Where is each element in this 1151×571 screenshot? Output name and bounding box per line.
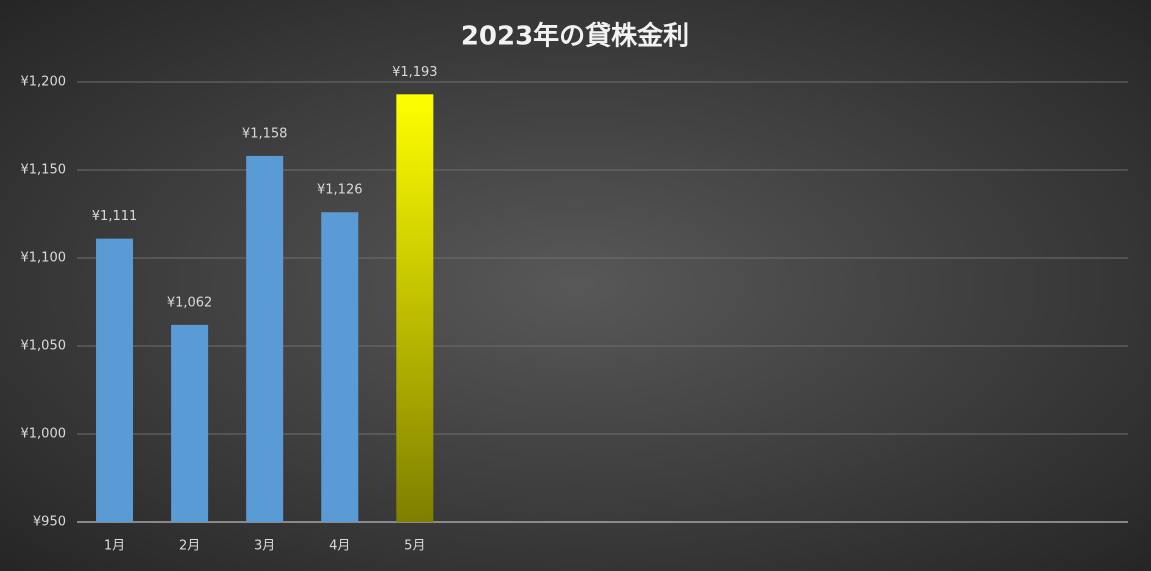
bar [246,155,284,523]
x-tick-label: 5月 [404,539,425,554]
chart-title: 2023年の貸株金利 [461,21,689,52]
bar [396,94,434,522]
y-tick-label: ¥1,050 [21,339,67,354]
x-tick-label: 2月 [179,539,200,554]
y-tick-label: ¥1,100 [21,251,67,266]
y-tick-label: ¥1,200 [21,75,67,90]
x-tick-label: 1月 [104,539,125,554]
x-tick-label: 4月 [329,539,350,554]
bar [96,238,134,522]
y-tick-label: ¥1,150 [21,163,67,178]
data-label: ¥1,062 [167,295,213,310]
y-tick-label: ¥950 [33,515,66,530]
data-label: ¥1,111 [92,209,138,224]
y-tick-label: ¥1,000 [21,427,67,442]
bar [321,212,359,523]
x-tick-label: 3月 [254,539,275,554]
data-label: ¥1,193 [392,65,438,80]
bar [171,324,209,522]
data-label: ¥1,158 [242,126,288,141]
data-label: ¥1,126 [317,183,363,198]
